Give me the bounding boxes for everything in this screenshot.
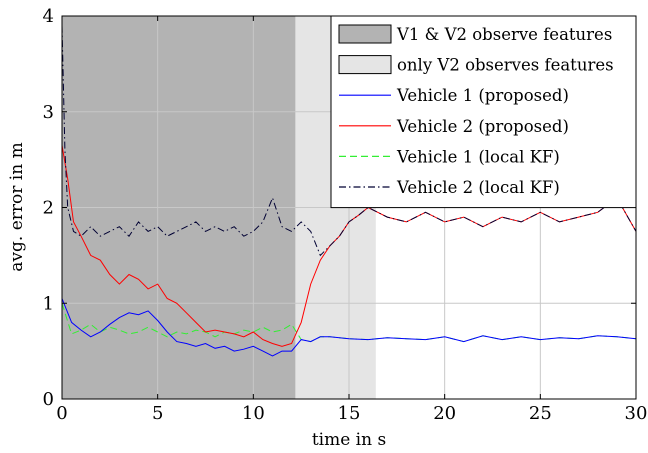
y-tick-label: 3 — [43, 102, 54, 123]
x-axis-label: time in s — [312, 430, 386, 450]
series-line-2 — [61, 145, 637, 347]
legend-swatch — [338, 55, 392, 75]
x-tick-label: 30 — [625, 403, 648, 424]
x-tick-label: 25 — [529, 403, 552, 424]
legend-swatch — [338, 24, 392, 44]
y-tick-label: 4 — [43, 6, 54, 27]
x-tick-label: 20 — [433, 403, 456, 424]
legend-label: Vehicle 2 (proposed) — [396, 117, 569, 136]
x-tick-label: 10 — [242, 403, 265, 424]
legend-label: Vehicle 1 (proposed) — [396, 86, 569, 105]
legend-label: Vehicle 1 (local KF) — [396, 147, 560, 166]
x-tick-label: 5 — [152, 403, 163, 424]
x-tick-label: 15 — [338, 403, 361, 424]
legend: V1 & V2 observe features only V2 observes… — [330, 15, 637, 209]
legend-box — [330, 15, 637, 209]
legend-label: V1 & V2 observe features — [396, 25, 612, 44]
series-line-1 — [61, 298, 637, 357]
y-tick-label: 0 — [43, 389, 54, 410]
x-tick-label: 0 — [56, 403, 67, 424]
y-tick-label: 1 — [43, 293, 54, 314]
y-axis-label: avg. error in m — [7, 142, 27, 271]
legend-label: Vehicle 2 (local KF) — [396, 178, 560, 197]
y-tick-label: 2 — [43, 198, 54, 219]
series-line-4 — [61, 25, 637, 257]
legend-label: only V2 observes features — [397, 56, 614, 75]
